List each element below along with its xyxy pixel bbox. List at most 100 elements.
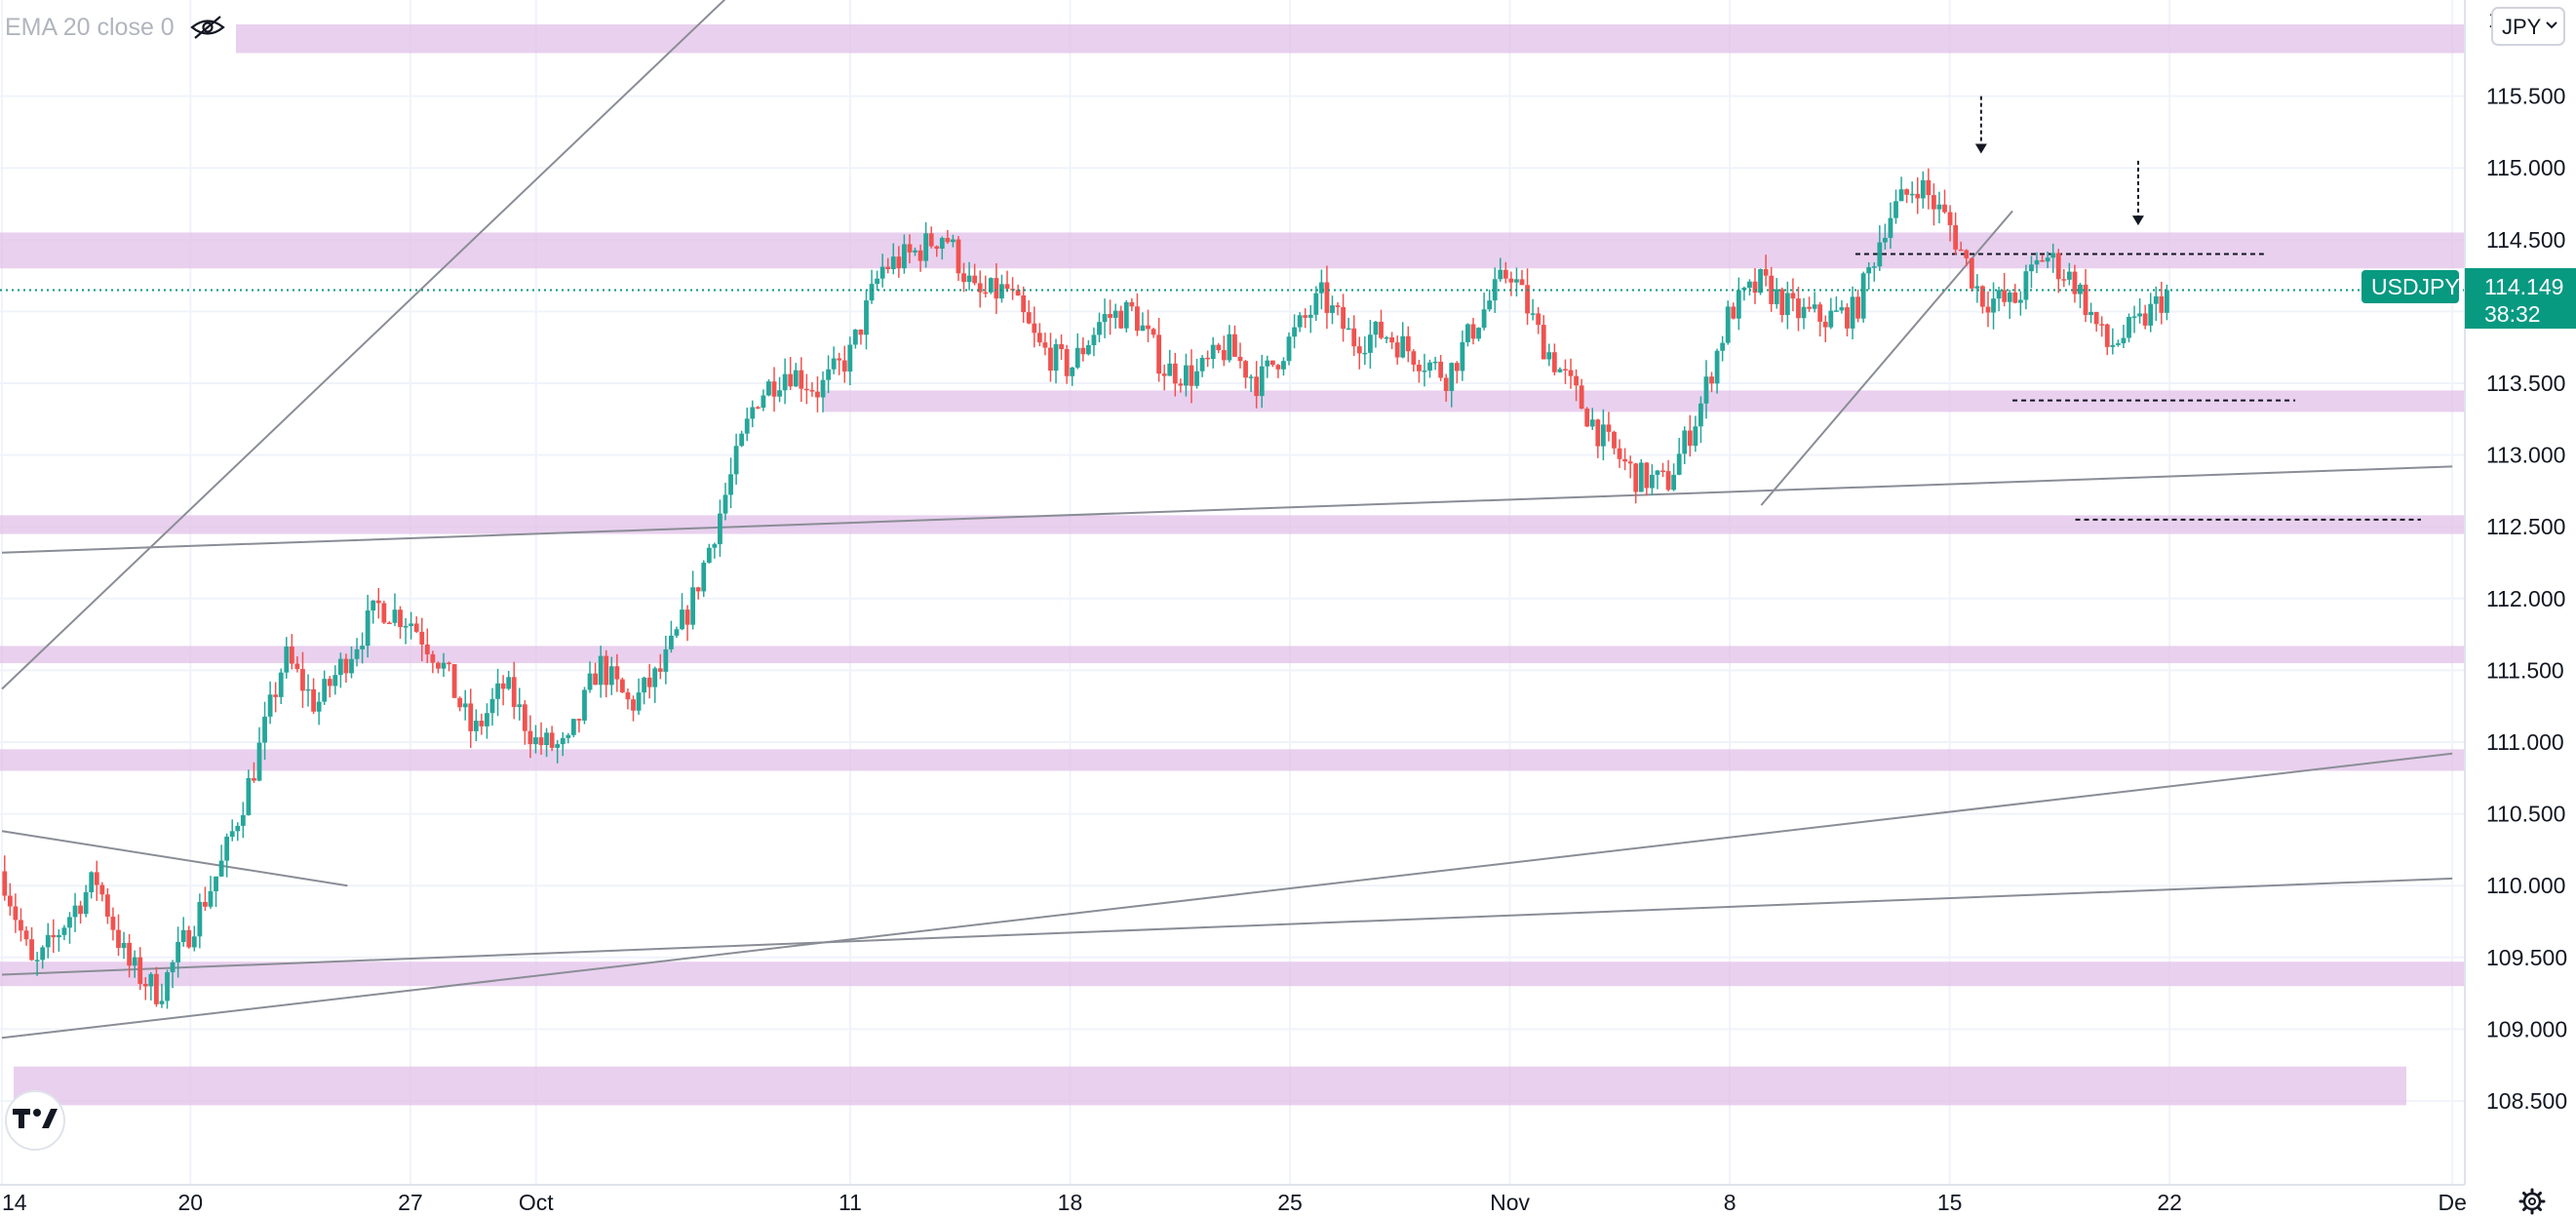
candle	[1985, 291, 1991, 328]
candle	[1557, 367, 1563, 373]
candle	[1622, 448, 1628, 471]
candle	[2159, 282, 2165, 325]
candle-body	[771, 381, 777, 397]
candle	[1481, 293, 1487, 331]
currency-button[interactable]: JPY	[2491, 7, 2565, 46]
candle	[1379, 309, 1384, 340]
candle-body	[1779, 289, 1785, 316]
candle	[1129, 297, 1135, 312]
candle-body	[576, 719, 582, 721]
candle	[409, 611, 414, 640]
candle-body	[560, 737, 566, 745]
gear-icon[interactable]	[2518, 1188, 2546, 1215]
candle	[1898, 177, 1904, 202]
candle	[197, 893, 203, 949]
candle	[2066, 262, 2072, 286]
candle-body	[1269, 360, 1275, 366]
candle-body	[1194, 371, 1199, 386]
candle	[2104, 323, 2110, 356]
candle-body	[1335, 305, 1341, 307]
candle-body	[1741, 288, 1747, 291]
candle	[831, 346, 837, 374]
eye-crossed-icon[interactable]	[190, 16, 225, 39]
time-axis-labels: 14 20 27 Oct 11 18 25 Nov 8 15 22 De	[2, 1190, 2467, 1215]
candle	[1904, 188, 1910, 204]
candle-body	[1151, 329, 1156, 335]
candle-body	[1589, 419, 1595, 427]
candle	[386, 621, 392, 625]
candle	[1216, 342, 1222, 354]
candle-body	[392, 609, 398, 623]
arrow-head	[2131, 216, 2144, 226]
candle	[1460, 330, 1465, 381]
candle-body	[1525, 285, 1530, 314]
candle-body	[907, 244, 913, 253]
time-tick-label: 11	[839, 1190, 862, 1215]
candle-body	[1747, 281, 1752, 289]
candle	[538, 722, 544, 756]
candle-body	[1942, 204, 1947, 213]
candle	[646, 663, 652, 699]
candle	[354, 638, 360, 667]
candle	[1882, 223, 1888, 250]
candle-body	[1904, 189, 1910, 195]
candle	[1703, 360, 1709, 419]
price-axis[interactable]	[2465, 0, 2576, 1217]
sr-zone	[236, 24, 2465, 54]
candle	[913, 247, 917, 256]
candle	[896, 246, 902, 278]
candle-body	[1367, 334, 1373, 353]
candle-body	[695, 587, 701, 592]
candle-body	[1237, 356, 1243, 362]
candle	[2, 855, 8, 901]
candle-body	[1958, 249, 1964, 252]
candle	[1032, 306, 1037, 348]
candle-body	[89, 872, 95, 892]
candle	[1969, 257, 1974, 293]
candle	[246, 769, 252, 816]
symbol-name-label: USDJPY	[2371, 274, 2460, 299]
candle-body	[913, 250, 917, 253]
candle	[1227, 325, 1232, 363]
candle	[1936, 191, 1942, 224]
candle	[1644, 461, 1650, 496]
candle-body	[1292, 327, 1297, 337]
candle	[1845, 303, 1850, 336]
candle-body	[246, 777, 252, 815]
candle	[1784, 281, 1790, 330]
candle	[1123, 299, 1129, 333]
candle	[847, 336, 853, 386]
candle	[907, 234, 913, 264]
candle	[468, 688, 474, 748]
candle	[337, 652, 343, 688]
candle	[29, 926, 34, 962]
candle-body	[1985, 306, 1991, 313]
candle-body	[2007, 292, 2012, 302]
candle	[473, 709, 479, 741]
candle	[988, 277, 994, 294]
candle	[1275, 364, 1281, 378]
candle	[1958, 241, 1964, 252]
candle-body	[1682, 430, 1688, 454]
candle	[2045, 251, 2050, 269]
candle	[837, 352, 842, 375]
candle	[371, 600, 376, 624]
candle-body	[1784, 293, 1790, 316]
candle	[1953, 212, 1959, 255]
candle	[203, 886, 208, 911]
time-axis[interactable]	[0, 1185, 2576, 1217]
candle-body	[809, 390, 815, 392]
candle	[479, 713, 485, 735]
candle	[1324, 265, 1330, 330]
indicator-legend[interactable]: EMA 20 close 0	[5, 14, 225, 41]
tradingview-logo-icon[interactable]	[5, 1090, 65, 1151]
candle-body	[939, 238, 945, 250]
candle-body	[224, 836, 230, 861]
candle-body	[1394, 342, 1400, 358]
candle-body	[99, 884, 105, 895]
candle	[284, 637, 290, 679]
candle-body	[739, 433, 745, 447]
candle	[7, 883, 13, 916]
